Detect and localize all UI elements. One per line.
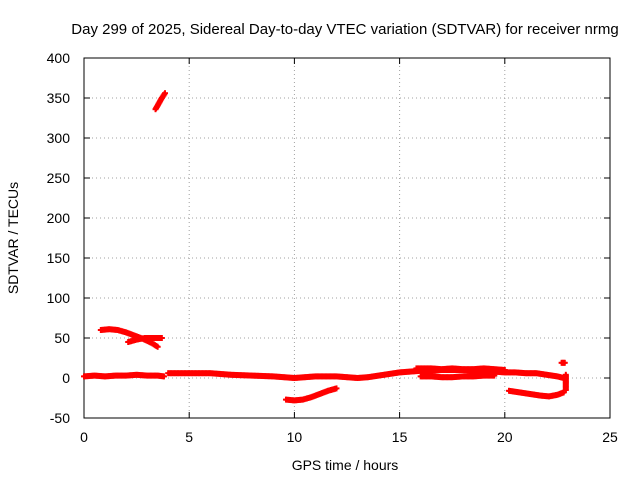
x-tick-label: 25 — [602, 429, 618, 445]
x-axis-label: GPS time / hours — [292, 457, 399, 473]
axis-ticks: 0 5 10 15 20 25 -50 0 50 100 150 200 250 300 350 400 — [47, 50, 618, 445]
y-tick-label: 250 — [47, 170, 71, 186]
plot-frame — [83, 57, 611, 419]
y-tick-label: 400 — [47, 50, 71, 66]
y-tick-label: 150 — [47, 250, 71, 266]
x-tick-label: 5 — [185, 429, 193, 445]
y-tick-label: 100 — [47, 290, 71, 306]
y-axis-label: SDTVAR / TECUs — [5, 182, 21, 294]
y-tick-label: -50 — [50, 410, 70, 426]
y-tick-label: 300 — [47, 130, 71, 146]
y-tick-label: 50 — [54, 330, 70, 346]
x-tick-label: 10 — [287, 429, 303, 445]
x-tick-label: 0 — [80, 429, 88, 445]
grid — [84, 58, 610, 418]
x-tick-label: 20 — [497, 429, 513, 445]
series-sdtvar — [81, 90, 569, 404]
y-tick-label: 200 — [47, 210, 71, 226]
x-tick-label: 15 — [392, 429, 408, 445]
y-tick-label: 0 — [62, 370, 70, 386]
y-tick-label: 350 — [47, 90, 71, 106]
data-points — [81, 90, 569, 404]
chart-title: Day 299 of 2025, Sidereal Day-to-day VTE… — [71, 21, 618, 38]
